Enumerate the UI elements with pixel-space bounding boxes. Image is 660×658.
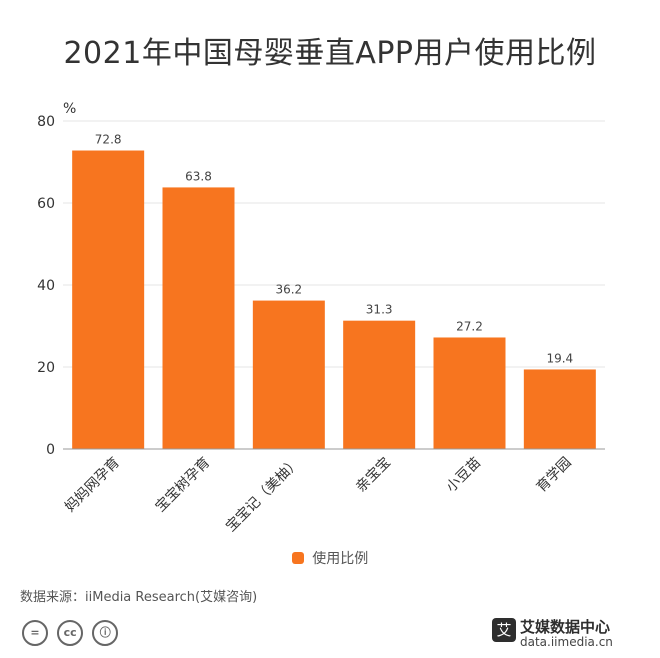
x-tick-label: 宝宝树孕育 [153, 455, 214, 516]
legend-swatch [291, 552, 304, 564]
cc-icon: cc [57, 620, 84, 646]
brand-logo: 艾 [492, 618, 516, 642]
bar [162, 187, 235, 450]
brand-url: data.iimedia.cn [520, 635, 613, 649]
license-icons: = cc ⓘ [22, 620, 122, 646]
y-tick-label: 40 [37, 278, 55, 294]
bar [343, 320, 416, 449]
person-icon: ⓘ [92, 620, 119, 646]
x-tick-label: 宝宝记（美柚） [223, 455, 304, 536]
y-tick-label: 60 [37, 196, 55, 212]
y-tick-label: 0 [46, 442, 55, 458]
bar [72, 150, 145, 449]
x-tick-label: 妈妈网孕育 [62, 455, 123, 516]
y-tick-label: 20 [37, 360, 55, 376]
brand: 艾 艾媒数据中心 data.iimedia.cn [492, 614, 642, 650]
legend-label: 使用比例 [312, 551, 369, 567]
data-label: 27.2 [456, 319, 483, 333]
x-tick-label: 育学园 [534, 455, 575, 496]
data-label: 31.3 [366, 303, 393, 317]
source-note: 数据来源：iiMedia Research(艾媒咨询) [20, 590, 258, 605]
data-label: 63.8 [185, 169, 212, 183]
bar [523, 369, 596, 449]
bar-chart: 0 20 40 60 80% 72.8 妈妈网孕育 63.8 宝宝树孕育 36.2 宝宝记（美柚） 3… [37, 101, 605, 536]
equal-icon: = [22, 620, 48, 646]
data-label: 72.8 [95, 133, 122, 147]
bar [252, 300, 325, 449]
x-tick-label: 小豆苗 [443, 455, 484, 496]
brand-name: 艾媒数据中心 [520, 618, 611, 636]
data-label: 36.2 [275, 283, 302, 297]
x-tick-label: 亲宝宝 [353, 455, 394, 496]
data-label: 19.4 [546, 351, 573, 365]
bar [433, 337, 506, 449]
y-axis-label: % [63, 101, 76, 117]
legend: 使用比例 [0, 548, 660, 568]
y-tick-label: 80 [37, 114, 55, 130]
chart-title: 2021年中国母婴垂直APP用户使用比例 [63, 36, 597, 71]
